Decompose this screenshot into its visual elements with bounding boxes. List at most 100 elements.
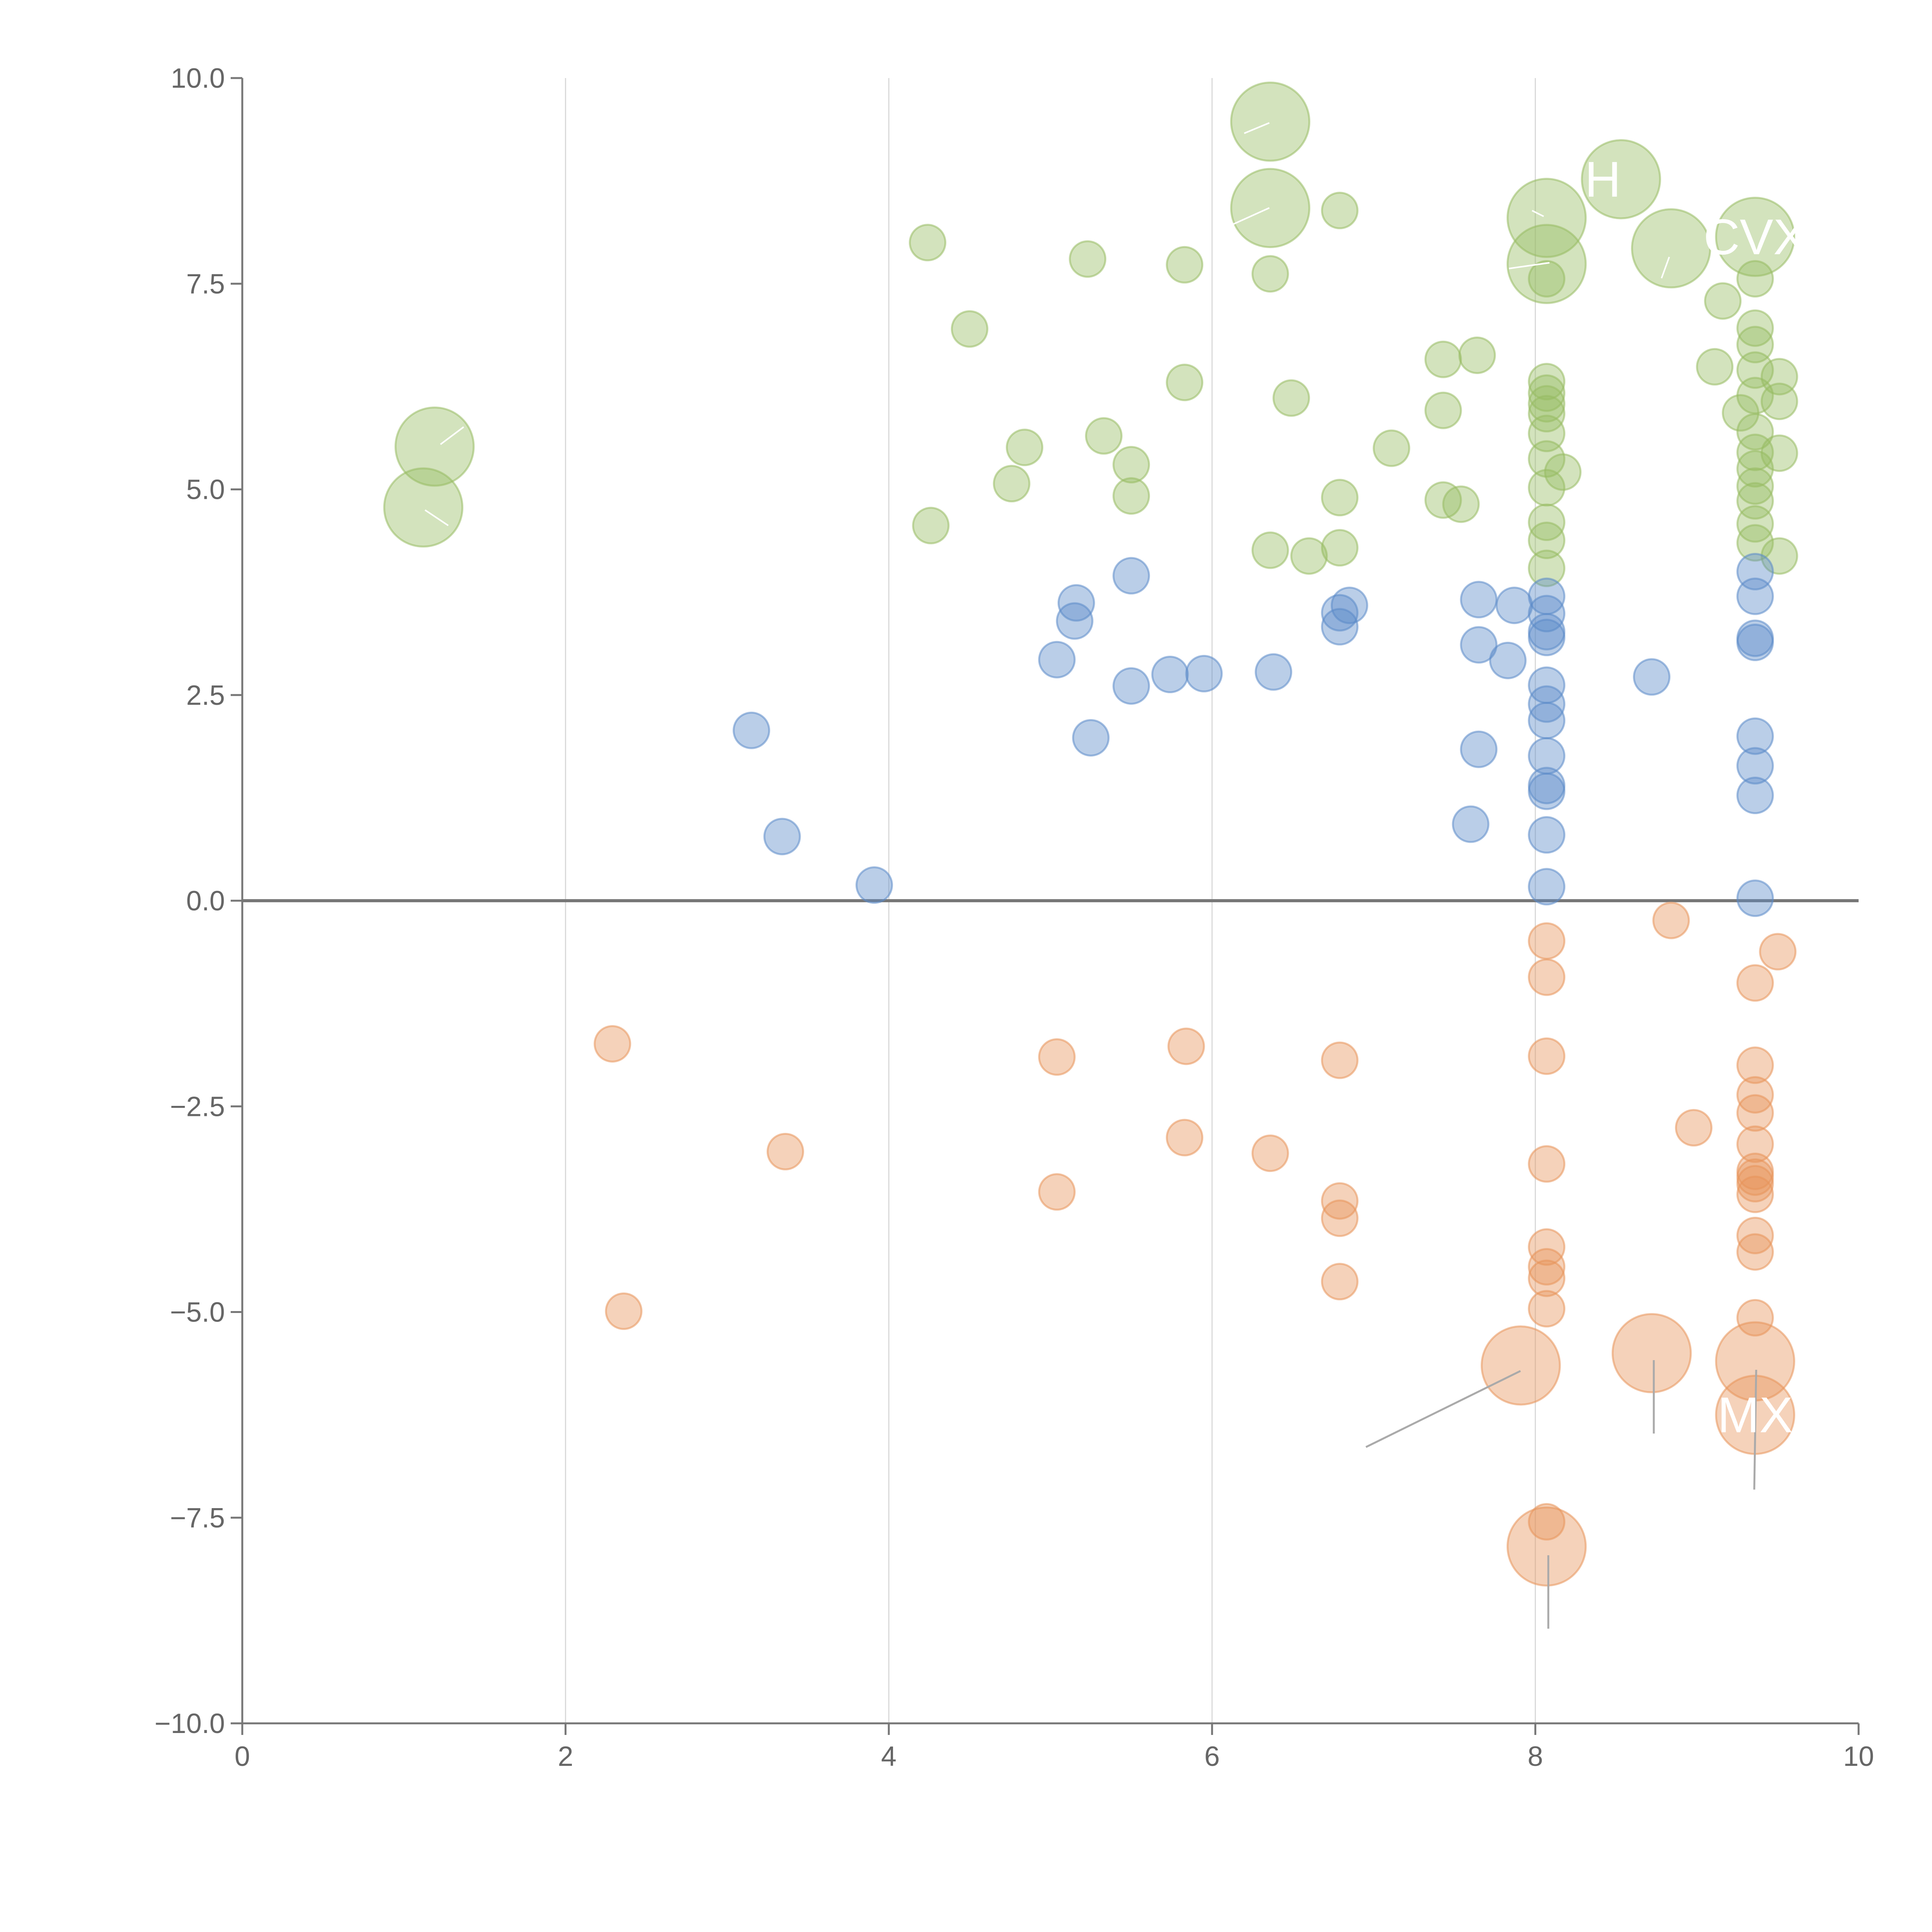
bubble-point-high xyxy=(1321,529,1359,567)
bubble-point-high xyxy=(1085,417,1123,455)
bubble-point-high xyxy=(1736,505,1774,543)
bubble-point-negative xyxy=(1736,1046,1774,1084)
bubble-point-high xyxy=(1528,363,1566,401)
bubble-point-high xyxy=(1251,531,1289,569)
leader-line xyxy=(1753,1369,1757,1490)
bubble-point-high xyxy=(1442,485,1480,523)
bubble-point-high xyxy=(1528,549,1566,587)
x-tick-label: 6 xyxy=(1204,1741,1220,1772)
bubble-point-high xyxy=(1424,340,1462,378)
bubble-point-high xyxy=(1736,482,1774,520)
x-tick-label: 4 xyxy=(881,1741,896,1772)
y-tick-label: −10.0 xyxy=(155,1708,225,1739)
bubble-point-high xyxy=(909,224,947,262)
bubble-point-negative xyxy=(1038,1173,1076,1211)
y-tick-label: 5.0 xyxy=(186,474,225,505)
bubble-point-high xyxy=(1251,255,1289,293)
y-tick-label: 2.5 xyxy=(186,680,225,711)
axes: 0 2 4 6 8 10 10.0 7.5 5.0 2.5 0.0 −2.5 −5.0 −7.5 −10.0 xyxy=(155,63,1874,1772)
bubble-point-low xyxy=(1528,685,1566,723)
bubble-label: D xyxy=(1307,94,1343,150)
bubble-point-high xyxy=(1458,336,1496,374)
bubble-point-high xyxy=(1736,524,1774,562)
bubble-point-high xyxy=(1696,348,1734,386)
leader-line xyxy=(440,426,464,445)
bubble-point-high xyxy=(1528,395,1566,433)
bubble-point-high xyxy=(1528,415,1566,452)
bubble-point-high xyxy=(1528,385,1566,423)
bubble-point-low xyxy=(1255,653,1293,691)
bubble-point-negative xyxy=(1652,901,1690,939)
bubble-point-negative xyxy=(594,1025,631,1063)
bubble-point-negative xyxy=(1611,1313,1692,1393)
bubble-point-low xyxy=(763,818,801,855)
bubble-point-high xyxy=(1528,374,1566,412)
bubble-point-low xyxy=(1528,702,1566,740)
bubble-point-negative xyxy=(1528,1228,1566,1266)
bubble-point-high xyxy=(1736,326,1774,364)
bubble-point-negative xyxy=(766,1133,804,1170)
y-tick-label: 7.5 xyxy=(186,269,225,299)
bubble-point-low xyxy=(1112,667,1150,705)
y-tick-label: −7.5 xyxy=(170,1503,225,1534)
bubble-point-low xyxy=(1528,619,1566,656)
bubble-point-high xyxy=(1704,282,1742,320)
bubble-point-low xyxy=(1736,623,1774,661)
bubble-label: MX xyxy=(1718,1387,1793,1443)
bubble-point-negative xyxy=(1167,1027,1205,1065)
x-tick-label: 0 xyxy=(235,1741,250,1772)
leader-line xyxy=(1509,262,1550,269)
bubble-point-negative xyxy=(1736,1175,1774,1213)
bubble-point-high xyxy=(1230,82,1311,162)
bubble-point-low xyxy=(1736,747,1774,785)
bubble-point-negative xyxy=(1528,1037,1566,1075)
x-tick-label: 2 xyxy=(558,1741,573,1772)
bubble-point-high xyxy=(1166,246,1204,284)
bubble-point-low xyxy=(1489,641,1527,679)
bubble-point-high xyxy=(1760,383,1798,420)
bubble-point-low xyxy=(1452,805,1490,843)
leader-line xyxy=(424,509,449,526)
bubble-point-high xyxy=(1506,178,1587,258)
bubble-point-negative xyxy=(1528,1290,1566,1328)
bubble-point-negative xyxy=(1506,1506,1587,1587)
bubble-point-low xyxy=(1072,719,1110,757)
bubble-point-negative xyxy=(1759,933,1797,971)
leader-line xyxy=(1225,207,1270,229)
bubble-point-negative xyxy=(1736,1094,1774,1132)
bubble-point-negative xyxy=(1321,1263,1359,1301)
bubble-point-negative xyxy=(1528,1503,1566,1541)
bubble-point-low xyxy=(1633,658,1671,696)
bubble-point-negative xyxy=(1321,1199,1359,1237)
y-tick-label: −5.0 xyxy=(170,1297,225,1328)
bubbles xyxy=(383,82,1798,1587)
bubble-point-high xyxy=(383,467,464,548)
bubble-point-low xyxy=(1460,626,1498,664)
bubble-point-low xyxy=(1112,557,1150,595)
bubble-point-low xyxy=(1528,868,1566,906)
bubble-point-high xyxy=(1760,434,1798,472)
bubble-point-low xyxy=(1528,816,1566,854)
bubble-point-high xyxy=(912,507,950,544)
leader-line xyxy=(1532,210,1544,217)
bubble-point-negative xyxy=(1736,1125,1774,1163)
bubble-point-high xyxy=(1321,192,1359,230)
bubble-point-negative xyxy=(1528,1259,1566,1297)
bubble-point-negative xyxy=(1736,1233,1774,1271)
bubble-point-low xyxy=(1736,879,1774,917)
bubble-point-negative xyxy=(1321,1041,1359,1079)
bubble-point-high xyxy=(1528,521,1566,559)
bubble-point-high xyxy=(993,465,1031,503)
bubble-point-high xyxy=(1544,453,1582,491)
bubble-point-high xyxy=(1424,391,1462,429)
bubble-point-low xyxy=(733,711,770,749)
bubble-point-high xyxy=(1722,394,1760,432)
leader-line xyxy=(1244,122,1270,134)
bubble-point-high xyxy=(1069,240,1107,278)
bubble-point-high xyxy=(1112,477,1150,515)
bubble-point-high xyxy=(1006,429,1044,466)
bubble-point-low xyxy=(1321,608,1359,646)
bubble-point-high xyxy=(1528,440,1566,478)
bubble-labels: D H CVX MX xyxy=(1307,94,1807,1443)
